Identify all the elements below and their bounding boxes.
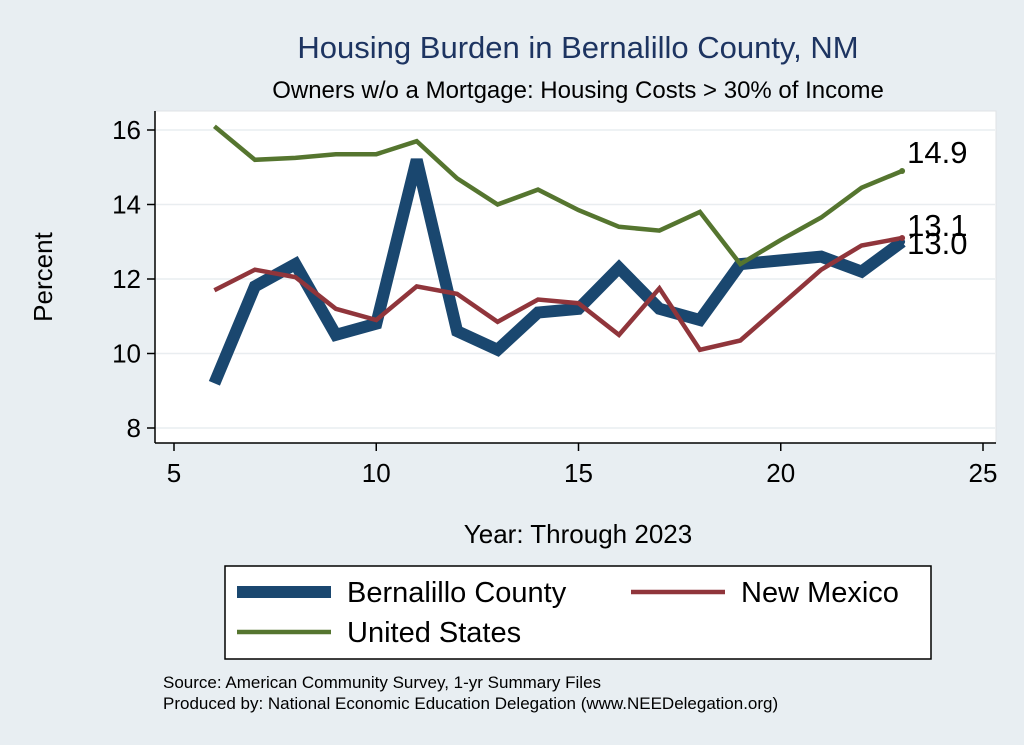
- end-label-new-mexico: 13.1: [907, 208, 967, 243]
- x-tick-label: 5: [167, 458, 181, 488]
- y-axis-title: Percent: [28, 231, 58, 321]
- source-note: Source: American Community Survey, 1-yr …: [163, 673, 601, 692]
- chart-subtitle: Owners w/o a Mortgage: Housing Costs > 3…: [272, 77, 884, 104]
- series-line-new-mexico: [213, 235, 903, 353]
- legend: Bernalillo County New Mexico United States: [237, 577, 899, 649]
- axes: 8 10 12 14 16 5 10 15 20 25: [112, 111, 997, 488]
- y-tick-label: 8: [127, 413, 141, 443]
- y-tick-label: 16: [112, 115, 141, 145]
- y-tick-label: 14: [112, 190, 141, 220]
- y-tick-label: 12: [112, 264, 141, 294]
- legend-box: [224, 565, 932, 660]
- chart-title: Housing Burden in Bernalillo County, NM: [297, 30, 858, 65]
- x-tick-label: 20: [766, 458, 795, 488]
- series-lines: 13.013.1 14.9: [208, 124, 967, 386]
- legend-label-united-states: United States: [347, 617, 521, 649]
- legend-label-bernalillo-county: Bernalillo County: [347, 577, 567, 609]
- end-point-new-mexico: [899, 235, 906, 242]
- end-label-united-states: 14.9: [907, 135, 967, 170]
- x-tick-label: 15: [564, 458, 593, 488]
- x-tick-label: 25: [969, 458, 998, 488]
- x-axis-title: Year: Through 2023: [464, 519, 692, 549]
- x-tick-label: 10: [362, 458, 391, 488]
- y-tick-label: 10: [112, 339, 141, 369]
- end-label-bernalillo-county: 13.0: [907, 226, 967, 261]
- produced-note: Produced by: National Economic Education…: [163, 694, 778, 713]
- end-point-united-states: [899, 167, 906, 174]
- series-line-bernalillo-county: [208, 158, 906, 386]
- series-line-united-states: [212, 124, 903, 268]
- legend-label-new-mexico: New Mexico: [741, 577, 899, 609]
